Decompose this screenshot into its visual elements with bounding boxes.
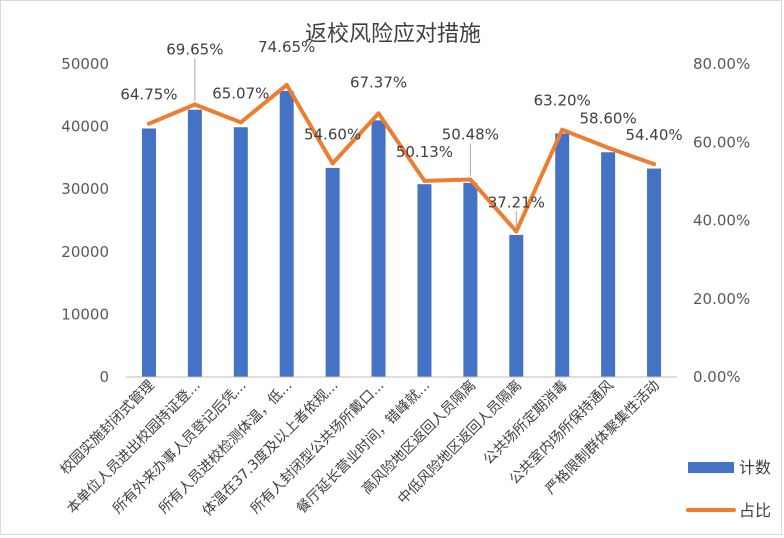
data-label: 67.37% [350, 73, 407, 91]
category-label: 公共场所定期消毒 [481, 378, 572, 469]
y-left-tick-label: 30000 [61, 180, 109, 198]
y-right-tick-label: 80.00% [693, 55, 750, 73]
data-label: 37.21% [488, 193, 545, 211]
line-point [514, 229, 519, 234]
data-label: 54.40% [625, 126, 682, 144]
legend-label-ratio: 占比 [739, 501, 771, 520]
line-point [560, 127, 565, 132]
bar [555, 133, 570, 377]
y-left-tick-label: 20000 [61, 243, 109, 261]
line-point [192, 102, 197, 107]
line-point [376, 111, 381, 116]
data-label: 69.65% [166, 40, 223, 58]
data-labels: 64.75% 69.65% 65.07% 74.65% 54.60% 67.37% 50.1… [120, 38, 683, 228]
line-point [330, 161, 335, 166]
bar-series [141, 90, 662, 377]
chart-title: 返校风险应对措施 [305, 22, 481, 47]
bar [325, 167, 340, 377]
y-left-tick-label: 10000 [61, 305, 109, 323]
data-label: 63.20% [534, 92, 591, 110]
y-right-tick-label: 60.00% [693, 133, 750, 151]
y-left-tick-label: 40000 [61, 118, 109, 136]
bar [417, 184, 432, 377]
line-point [468, 177, 473, 182]
category-labels: 校园实施封闭式管理本单位人员进出校园持证登...所有外来办事人员登记后凭...所… [57, 377, 663, 520]
data-label: 50.13% [396, 143, 453, 161]
data-label: 64.75% [120, 86, 177, 104]
bar [141, 128, 156, 377]
y-left-tick-label: 0 [99, 368, 109, 386]
bar [509, 234, 524, 377]
data-label: 58.60% [580, 110, 637, 128]
bar [187, 109, 202, 377]
legend-swatch-bar [688, 462, 734, 473]
legend-label-count: 计数 [739, 458, 771, 477]
bar [463, 182, 478, 377]
legend: 计数 占比 [686, 458, 771, 520]
bar [647, 168, 662, 377]
line-point [146, 121, 151, 126]
bar [371, 120, 386, 377]
bar [233, 127, 248, 377]
line-series [146, 82, 657, 234]
line-point [422, 178, 427, 183]
data-label: 54.60% [304, 125, 361, 143]
data-label: 74.65% [258, 38, 315, 56]
y-right-tick-label: 0.00% [693, 368, 741, 386]
line-point [652, 162, 657, 167]
data-label: 50.48% [442, 125, 499, 143]
bar [279, 90, 294, 377]
line-point [606, 145, 611, 150]
axes: 0 10000 20000 30000 40000 50000 0.00% 20.00% 40.… [61, 55, 750, 386]
line-series-path [146, 82, 657, 234]
y-right-tick-label: 20.00% [693, 290, 750, 308]
y-right-tick-label: 40.00% [693, 212, 750, 230]
bar [601, 152, 616, 377]
line-point [238, 120, 243, 125]
data-label: 65.07% [212, 84, 269, 102]
line-point [284, 82, 289, 87]
y-left-tick-label: 50000 [61, 55, 109, 73]
